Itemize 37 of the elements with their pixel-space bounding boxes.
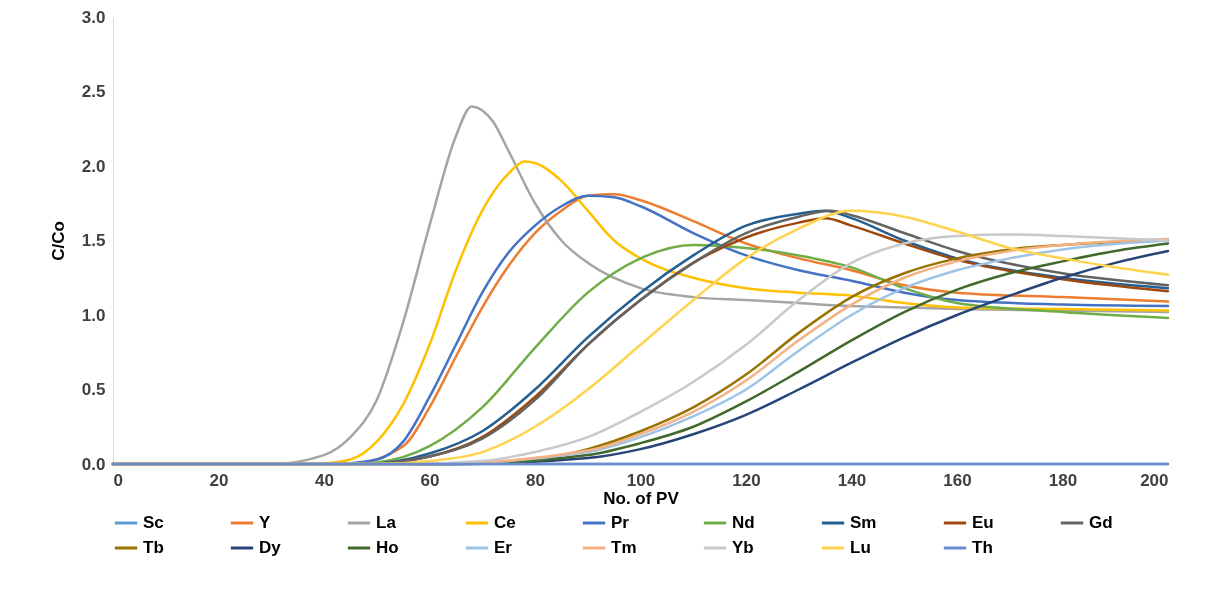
- legend-label: Er: [494, 538, 513, 557]
- legend-label: Ho: [376, 538, 399, 557]
- legend-label: Nd: [732, 513, 755, 532]
- legend-label: La: [376, 513, 397, 532]
- x-tick-label: 120: [732, 470, 761, 490]
- x-tick-label: 0: [113, 470, 123, 490]
- legend-label: Sm: [850, 513, 877, 532]
- legend-label: Dy: [259, 538, 282, 557]
- x-tick-label: 100: [626, 470, 656, 490]
- y-tick-label: 0.0: [81, 454, 106, 474]
- x-tick-label: 180: [1048, 470, 1078, 490]
- y-tick-label: 0.5: [81, 380, 106, 399]
- legend-label: Lu: [850, 538, 871, 557]
- legend-label: Yb: [732, 538, 754, 557]
- legend-label: Sc: [143, 513, 164, 532]
- legend-label: Tm: [611, 538, 637, 557]
- legend-label: Gd: [1089, 513, 1113, 532]
- x-tick-label: 160: [943, 470, 972, 490]
- y-tick-label: 1.0: [81, 305, 106, 325]
- x-axis-title: No. of PV: [603, 488, 680, 508]
- legend-label: Pr: [611, 513, 630, 532]
- x-tick-label: 80: [526, 470, 545, 490]
- x-tick-label: 40: [315, 470, 334, 490]
- y-axis-title: C/Co: [48, 221, 68, 261]
- y-tick-label: 2.5: [81, 82, 106, 101]
- x-tick-label: 200: [1140, 470, 1169, 490]
- legend-label: Y: [259, 513, 271, 532]
- x-tick-label: 60: [420, 470, 440, 490]
- legend-label: Th: [972, 538, 993, 557]
- legend-label: Ce: [494, 513, 516, 532]
- legend-label: Eu: [972, 513, 994, 532]
- x-tick-label: 140: [837, 470, 867, 490]
- x-tick-label: 20: [209, 470, 229, 490]
- y-tick-label: 2.0: [81, 156, 106, 176]
- y-tick-label: 1.5: [81, 231, 106, 250]
- y-tick-label: 3.0: [81, 7, 106, 27]
- legend-label: Tb: [143, 538, 164, 557]
